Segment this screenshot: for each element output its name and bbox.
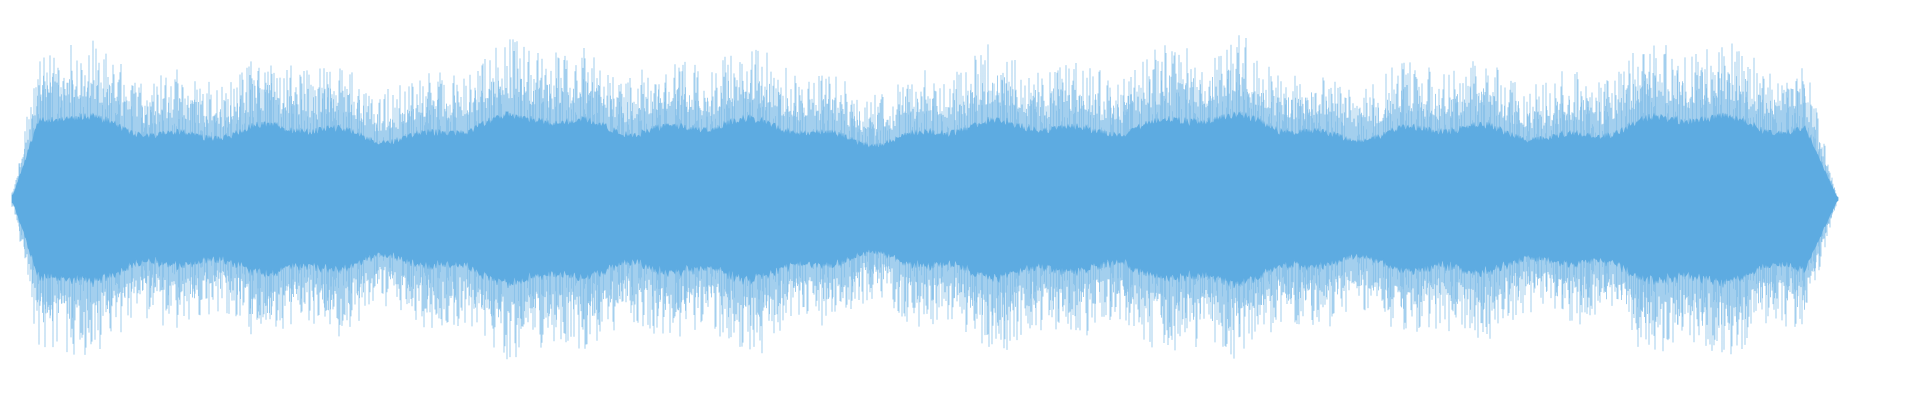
waveform-body	[11, 111, 1839, 289]
